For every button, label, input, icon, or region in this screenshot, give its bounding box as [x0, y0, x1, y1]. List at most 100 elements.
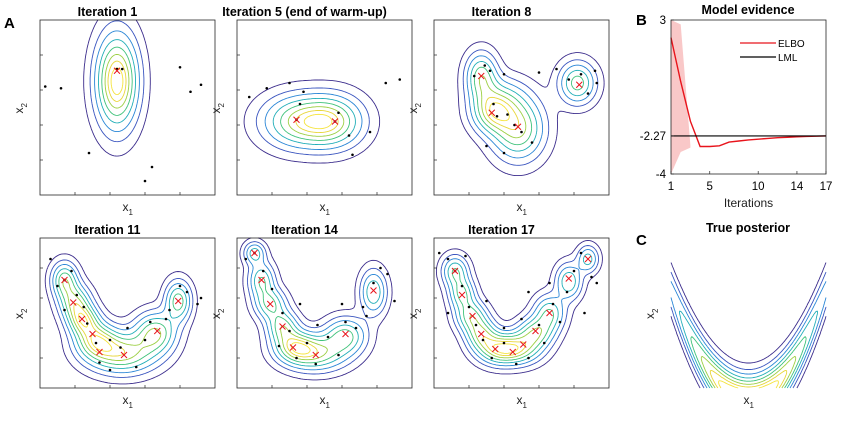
- sample-point: [340, 302, 344, 306]
- contour-level: [110, 67, 124, 96]
- component-center-marker: [488, 109, 496, 117]
- contour-panel-iteration-1: Iteration 1 x1 x2: [12, 5, 216, 217]
- panel-title: Iteration 17: [468, 223, 535, 237]
- contour-level: [243, 241, 388, 375]
- sample-point: [168, 308, 171, 312]
- sample-point: [379, 266, 382, 270]
- component-center-marker: [477, 330, 485, 338]
- sample-point: [548, 281, 551, 285]
- sample-point: [579, 72, 583, 76]
- sample-point: [148, 320, 152, 324]
- component-center-marker: [69, 299, 77, 306]
- sample-point: [583, 311, 586, 315]
- y-axis-label: x2: [209, 308, 226, 319]
- component-center-marker: [266, 300, 274, 308]
- sample-point: [502, 326, 506, 330]
- panel-title: Model evidence: [701, 3, 794, 17]
- x-tick-label: 10: [752, 181, 765, 193]
- contour-level: [303, 113, 333, 130]
- sample-point: [502, 72, 506, 76]
- sample-point: [485, 299, 488, 303]
- x-axis-label: x1: [517, 393, 528, 410]
- component-center-marker: [279, 323, 286, 330]
- contour-level: [49, 259, 194, 378]
- contour-level: [485, 96, 520, 131]
- sample-point: [595, 81, 599, 85]
- sample-point: [344, 320, 347, 324]
- sample-point: [75, 293, 79, 297]
- x-axis-label: x1: [517, 200, 528, 217]
- component-center-marker: [451, 267, 459, 275]
- sample-point: [288, 81, 291, 85]
- sample-point: [189, 90, 192, 94]
- component-center-marker: [258, 276, 265, 284]
- component-center-marker: [289, 344, 297, 351]
- sample-point: [460, 284, 464, 288]
- sample-point: [108, 368, 112, 372]
- contour-level: [700, 355, 797, 389]
- contour-level: [469, 315, 542, 359]
- sample-point: [199, 296, 203, 300]
- sample-point: [572, 269, 576, 273]
- panel-title: Iteration 5 (end of warm-up): [222, 5, 387, 19]
- y-tick-label: -2.27: [640, 131, 666, 143]
- component-center-marker: [312, 351, 320, 359]
- sample-point: [314, 362, 318, 366]
- contour-level: [101, 46, 133, 116]
- panel-title: Iteration 11: [75, 223, 141, 237]
- sample-point: [305, 341, 309, 345]
- sample-point: [474, 323, 478, 327]
- sample-point: [98, 361, 101, 364]
- sample-point: [288, 329, 291, 333]
- contour-level: [287, 106, 345, 137]
- x-tick-label: 14: [791, 181, 804, 193]
- component-center-marker: [331, 118, 339, 125]
- sample-point: [85, 322, 89, 325]
- panel-label-c: C: [636, 232, 647, 249]
- sample-point: [527, 290, 530, 294]
- legend-label-elbo: ELBO: [778, 39, 805, 50]
- panel-label-b: B: [636, 12, 647, 29]
- sample-point: [337, 111, 340, 115]
- contour-level: [466, 55, 594, 159]
- sample-point: [555, 67, 558, 71]
- sample-point: [485, 144, 488, 148]
- sample-point: [551, 302, 555, 306]
- contour-level: [473, 66, 584, 146]
- sample-point: [483, 64, 487, 67]
- contour-level: [280, 102, 351, 141]
- y-tick-label: -4: [656, 169, 667, 181]
- sample-point: [490, 356, 494, 360]
- component-center-marker: [509, 348, 517, 356]
- sample-point: [537, 71, 541, 74]
- contour-level: [457, 41, 605, 177]
- sample-point: [49, 257, 52, 261]
- sample-point: [59, 86, 63, 90]
- x-axis-label: x1: [744, 393, 755, 410]
- contour-panel-iteration-14: Iteration 14 x1 x2: [209, 223, 413, 410]
- contour-level: [444, 248, 596, 367]
- x-axis-label: x1: [320, 393, 331, 410]
- contour-level: [255, 87, 370, 156]
- component-center-marker: [491, 345, 499, 353]
- contour-level: [272, 97, 356, 146]
- sample-point: [384, 81, 388, 85]
- sample-point: [63, 308, 66, 312]
- component-center-marker: [61, 276, 68, 284]
- contour-level: [670, 262, 827, 389]
- y-axis-label: x2: [12, 103, 29, 114]
- contour-level: [290, 342, 311, 355]
- sample-point: [270, 287, 274, 291]
- y-axis-label: x2: [209, 103, 226, 114]
- y-axis-label: x2: [406, 308, 423, 319]
- panel-label-a: A: [4, 15, 15, 32]
- x-axis-label: x1: [123, 200, 134, 217]
- contour-level: [493, 343, 519, 354]
- contour-panel-iteration-8: Iteration 8 x1 x2: [406, 5, 610, 217]
- sample-point: [386, 272, 389, 276]
- contour-level: [246, 244, 385, 371]
- sample-point: [481, 338, 485, 342]
- contour-level: [679, 310, 818, 389]
- sample-point: [265, 86, 269, 90]
- sample-point: [437, 251, 441, 255]
